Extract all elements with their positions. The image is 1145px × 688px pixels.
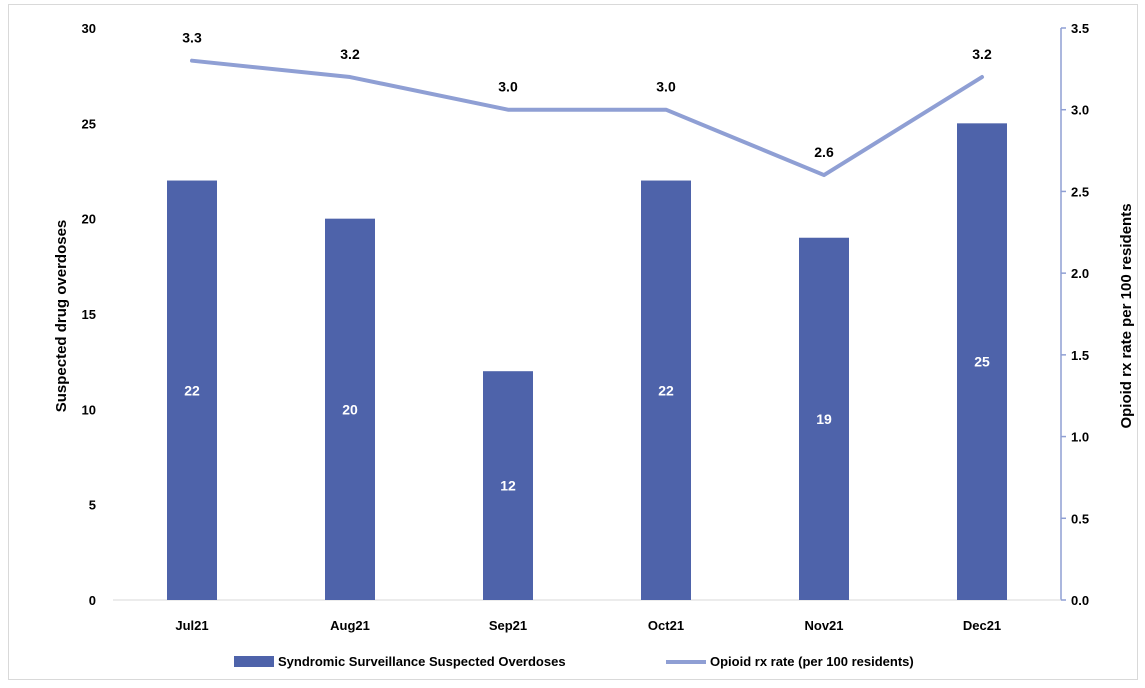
y2-tick-label: 2.0: [1071, 266, 1089, 281]
bar-data-label: 12: [500, 478, 516, 494]
bar-data-label: 22: [184, 382, 200, 398]
y2-tick-label: 3.5: [1071, 21, 1089, 36]
x-tick-label: Sep21: [489, 618, 527, 633]
bar-oct21: [641, 180, 691, 601]
bar-nov21: [799, 237, 849, 600]
x-tick-label: Nov21: [804, 618, 843, 633]
line-data-label: 3.2: [340, 46, 360, 62]
bar-sep21: [483, 371, 533, 600]
y-tick-label: 0: [89, 593, 96, 608]
opioid-rx-rate-line: [190, 58, 984, 178]
bar-data-label: 25: [974, 354, 990, 370]
chart-frame: [8, 4, 1138, 680]
y2-tick-label: 1.5: [1071, 348, 1089, 363]
line-data-label: 3.0: [656, 79, 676, 95]
y2-tick-label: 0.5: [1071, 511, 1089, 526]
y2-tick-label: 3.0: [1071, 103, 1089, 118]
line-data-label: 3.3: [182, 30, 202, 46]
y-tick-label: 30: [82, 21, 96, 36]
y2-tick-label: 2.5: [1071, 184, 1089, 199]
y2-axis-title: Opioid rx rate per 100 residents: [1118, 203, 1135, 428]
x-tick-label: Oct21: [648, 618, 684, 633]
y2-tick-label: 0.0: [1071, 593, 1089, 608]
bar-aug21: [325, 218, 375, 600]
y-tick-label: 20: [82, 212, 96, 227]
x-tick-label: Aug21: [330, 618, 370, 633]
line-data-label: 3.2: [972, 46, 992, 62]
legend-label-bar: Syndromic Surveillance Suspected Overdos…: [278, 654, 566, 669]
y-tick-label: 15: [82, 307, 96, 322]
bar-data-label: 19: [816, 411, 832, 427]
legend-label-line: Opioid rx rate (per 100 residents): [710, 654, 914, 669]
legend: Syndromic Surveillance Suspected Overdos…: [234, 654, 914, 669]
bar-jul21: [167, 180, 217, 601]
y-tick-label: 5: [89, 498, 96, 513]
bar-data-label: 22: [658, 382, 674, 398]
legend-swatch-bar: [234, 656, 274, 667]
bar-data-label: 20: [342, 401, 358, 417]
line-data-label: 2.6: [814, 144, 834, 160]
bar-dec21: [957, 123, 1007, 600]
y-tick-label: 10: [82, 402, 96, 417]
x-tick-label: Jul21: [175, 618, 208, 633]
y-tick-label: 25: [82, 116, 96, 131]
y-axis-title: Suspected drug overdoses: [53, 220, 70, 413]
line-data-label: 3.0: [498, 79, 518, 95]
x-tick-label: Dec21: [963, 618, 1001, 633]
y2-tick-label: 1.0: [1071, 430, 1089, 445]
